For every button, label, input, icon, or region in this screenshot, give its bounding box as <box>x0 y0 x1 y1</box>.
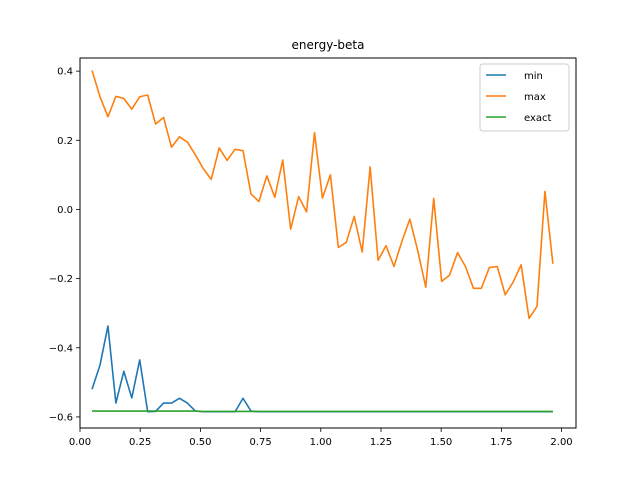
y-tick-label: 0.0 <box>57 205 73 216</box>
legend-label-exact: exact <box>524 113 552 124</box>
series-line-max <box>91 70 554 320</box>
x-tick-label: 0.25 <box>129 437 151 448</box>
x-tick-label: 1.25 <box>370 437 392 448</box>
legend-label-min: min <box>524 71 543 82</box>
x-tick-label: 1.00 <box>310 437 332 448</box>
y-tick-label: −0.6 <box>49 412 73 423</box>
legend: min max exact <box>479 63 570 132</box>
y-tick-label: 0.4 <box>57 67 73 78</box>
x-tick-label: 0.75 <box>249 437 271 448</box>
y-tick-label: −0.4 <box>49 343 73 354</box>
chart-title: energy-beta <box>292 38 365 52</box>
x-tick-label: 0.00 <box>69 437 91 448</box>
x-tick-label: 1.75 <box>490 437 512 448</box>
legend-label-max: max <box>524 92 546 103</box>
plot-area: 0.00 0.25 0.50 0.75 1.00 1.25 1.50 1.75 2.00 −0.6… <box>49 67 573 448</box>
x-tick-label: 2.00 <box>550 437 572 448</box>
y-tick-label: −0.2 <box>49 274 73 285</box>
x-tick-label: 1.50 <box>430 437 452 448</box>
x-tick-label: 0.50 <box>189 437 211 448</box>
y-tick-label: 0.2 <box>57 136 73 147</box>
axes-frame <box>79 57 577 429</box>
legend-box <box>479 63 570 132</box>
